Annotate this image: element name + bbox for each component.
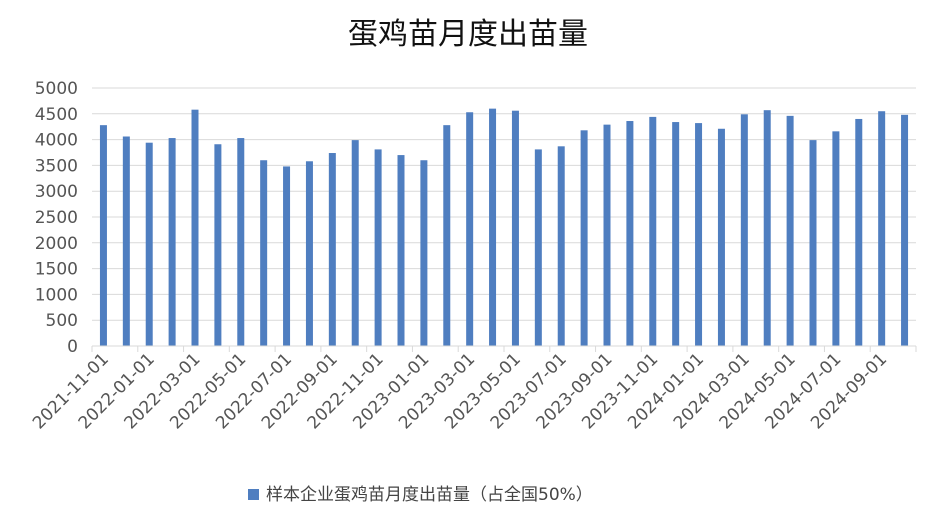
bar <box>420 160 428 346</box>
bar <box>489 108 497 346</box>
bar <box>191 109 199 346</box>
bar <box>214 144 222 346</box>
bar <box>283 166 291 346</box>
bar <box>649 116 657 346</box>
y-tick-label: 3000 <box>35 182 78 202</box>
chart-title: 蛋鸡苗月度出苗量 <box>348 17 588 52</box>
y-tick-label: 500 <box>46 311 78 331</box>
y-tick-label: 1500 <box>35 260 78 280</box>
bar <box>374 149 382 346</box>
x-axis-tick-marks <box>91 346 917 352</box>
bar <box>740 114 748 346</box>
bar <box>878 111 886 346</box>
bar <box>237 138 245 346</box>
bar <box>763 110 771 346</box>
bar <box>786 115 794 346</box>
bar <box>626 121 634 346</box>
bar <box>328 153 336 346</box>
bar <box>145 142 153 346</box>
bar <box>603 124 611 346</box>
bar <box>260 160 268 346</box>
bar <box>511 110 519 346</box>
legend-swatch <box>248 489 259 500</box>
bar <box>809 140 817 346</box>
bar <box>695 123 703 346</box>
bar <box>443 125 451 346</box>
bar <box>99 125 107 346</box>
y-tick-label: 3500 <box>35 156 78 176</box>
y-tick-label: 4500 <box>35 105 78 125</box>
bar <box>466 112 474 346</box>
bar <box>855 118 863 347</box>
bar <box>580 130 588 346</box>
bar <box>557 146 565 346</box>
y-tick-label: 2500 <box>35 208 78 228</box>
x-axis-tick-labels: 2021-11-012022-01-012022-03-012022-05-01… <box>29 349 891 433</box>
bar <box>534 149 542 346</box>
bar-series <box>99 108 909 347</box>
bar <box>832 131 840 346</box>
bar <box>672 122 680 346</box>
y-axis-tick-labels: 0 500 1000 1500 2000 2500 3000 3500 4000 4500 5000 <box>35 79 78 357</box>
legend: 样本企业蛋鸡苗月度出苗量（占全国50%） <box>248 485 593 505</box>
bar <box>122 136 130 346</box>
y-tick-label: 5000 <box>35 79 78 99</box>
y-tick-label: 2000 <box>35 234 78 254</box>
bar <box>305 161 313 346</box>
gridlines <box>92 87 916 321</box>
bar <box>351 140 359 346</box>
legend-label: 样本企业蛋鸡苗月度出苗量（占全国50%） <box>266 485 593 505</box>
bar <box>901 114 909 346</box>
y-tick-label: 0 <box>67 337 78 357</box>
bar <box>168 138 176 346</box>
y-tick-label: 1000 <box>35 285 78 305</box>
bar <box>397 155 405 346</box>
bar <box>717 128 725 346</box>
y-tick-label: 4000 <box>35 131 78 151</box>
